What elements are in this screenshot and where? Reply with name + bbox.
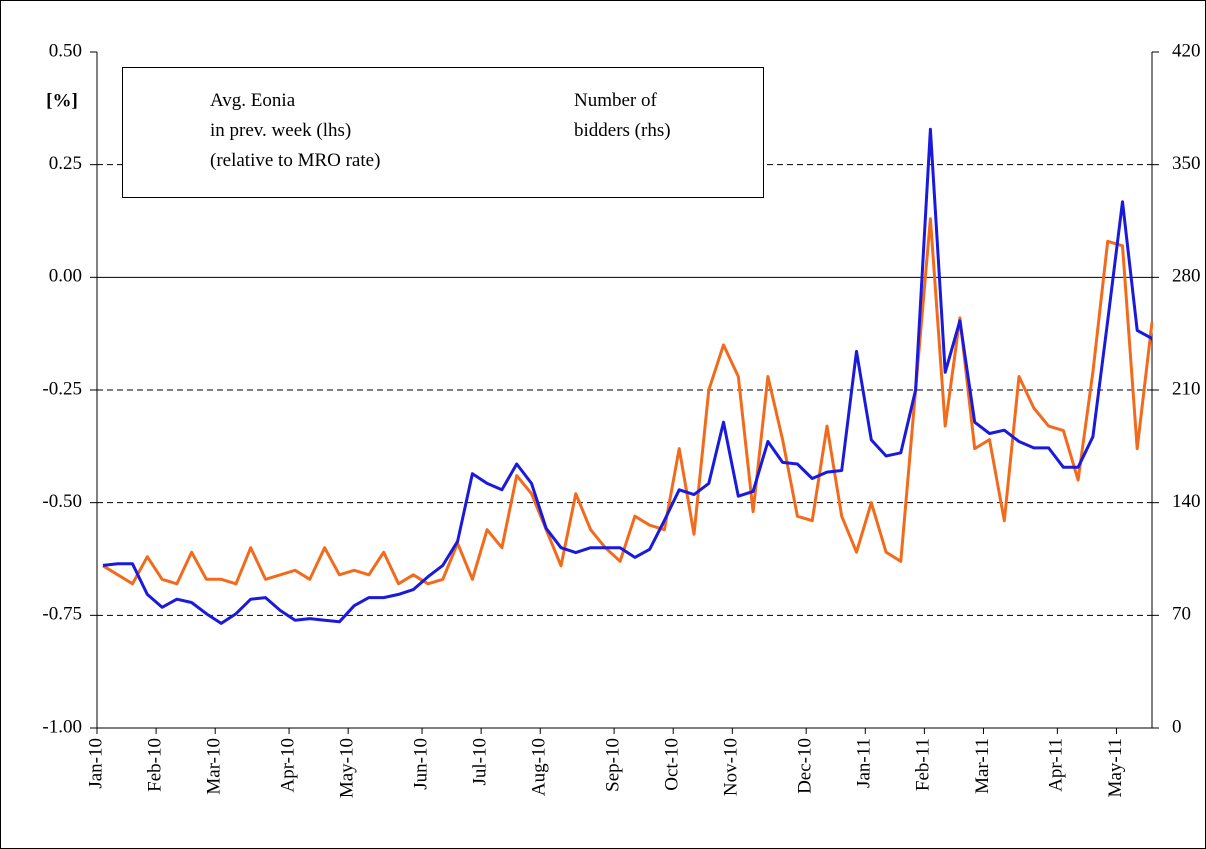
y2-tick-label: 280	[1172, 266, 1201, 287]
y-tick-label: -1.00	[42, 716, 82, 737]
legend	[122, 67, 764, 198]
x-tick-label: Sep-10	[602, 738, 623, 792]
x-tick-label: Jul-10	[470, 738, 491, 786]
y-tick-label: 0.25	[49, 153, 82, 174]
x-tick-label: Feb-11	[913, 738, 934, 791]
x-tick-label: May-11	[1105, 738, 1126, 797]
x-tick-label: Mar-10	[204, 738, 225, 795]
y2-tick-label: 140	[1172, 491, 1201, 512]
y2-tick-label: 420	[1172, 40, 1201, 61]
x-tick-label: Aug-10	[529, 738, 550, 796]
series-line	[102, 127, 1153, 625]
x-tick-label: Dec-10	[795, 738, 816, 794]
x-tick-label: May-10	[337, 738, 358, 798]
y-axis-label: [%]	[46, 90, 78, 111]
y2-tick-label: 350	[1172, 153, 1201, 174]
series-line	[102, 217, 1154, 586]
y-tick-label: -0.50	[42, 491, 82, 512]
y2-tick-label: 70	[1172, 604, 1191, 625]
x-tick-label: Jun-10	[410, 738, 431, 790]
x-tick-label: Jan-11	[854, 738, 875, 788]
y-tick-label: 0.00	[49, 266, 82, 287]
y-tick-label: -0.25	[42, 378, 82, 399]
legend-label: Avg. Eonia in prev. week (lhs) (relative…	[210, 90, 381, 171]
x-tick-label: Oct-10	[662, 738, 683, 791]
x-tick-label: Apr-11	[1046, 738, 1067, 792]
y-tick-label: 0.50	[49, 40, 82, 61]
legend-label: Number of bidders (rhs)	[574, 90, 671, 141]
x-tick-label: Mar-11	[972, 738, 993, 794]
x-tick-label: Jan-10	[85, 738, 106, 789]
x-tick-label: Feb-10	[144, 738, 165, 792]
y2-tick-label: 210	[1172, 378, 1201, 399]
y2-tick-label: 0	[1172, 716, 1182, 737]
y-tick-label: -0.75	[42, 604, 82, 625]
x-tick-label: Nov-10	[721, 738, 742, 796]
x-tick-label: Apr-10	[277, 738, 298, 793]
